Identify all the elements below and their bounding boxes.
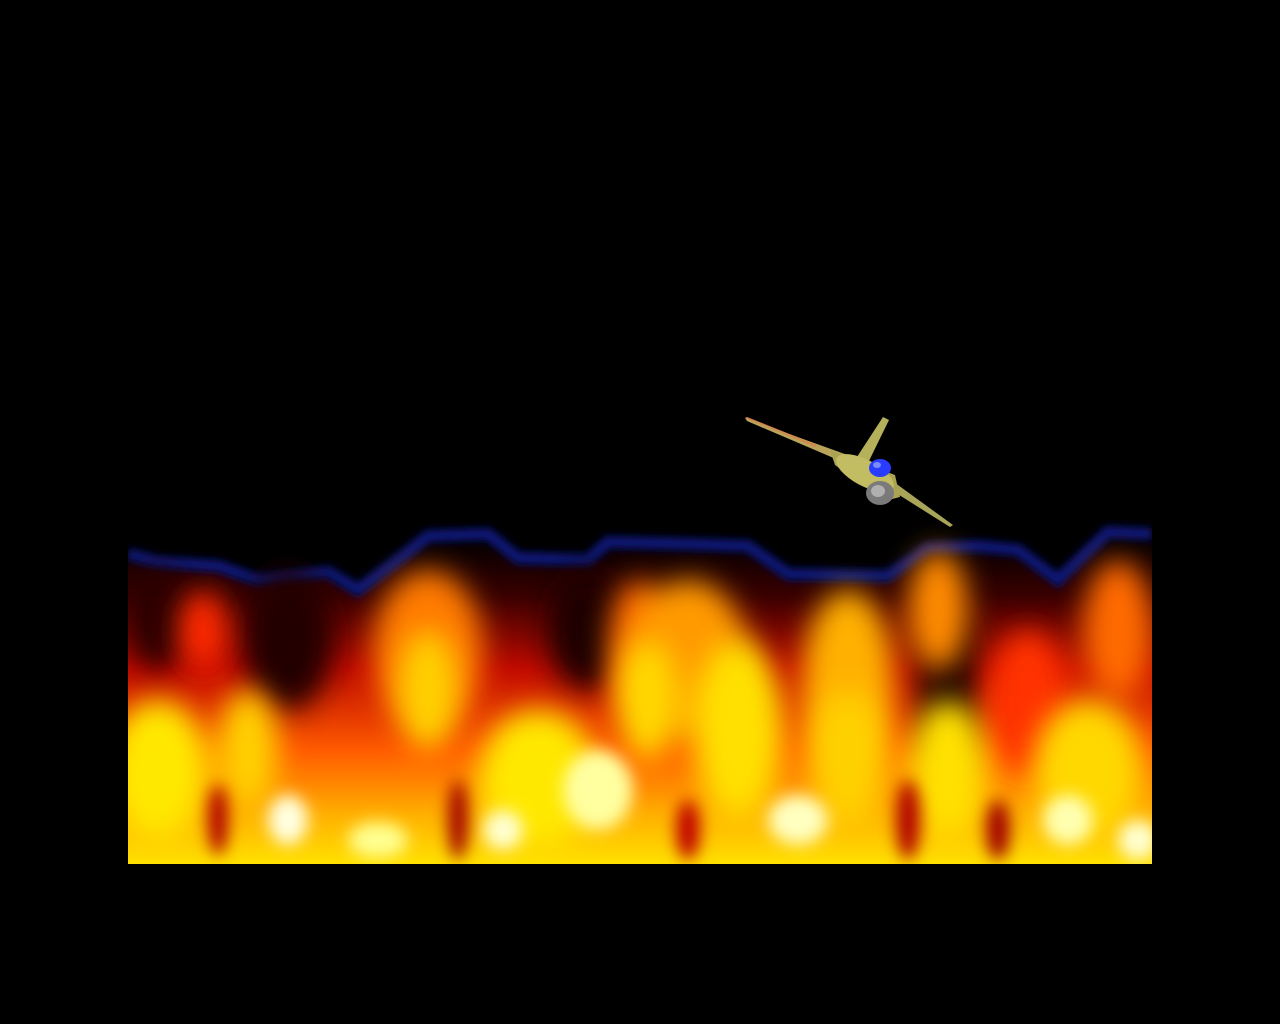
fighter-jet (735, 405, 965, 535)
jet-left-wing (745, 417, 853, 465)
jet-canopy (869, 459, 891, 477)
fire-effect (128, 520, 1152, 864)
jet-tail-fin (855, 417, 889, 465)
jet-engine-nozzle (866, 481, 894, 505)
